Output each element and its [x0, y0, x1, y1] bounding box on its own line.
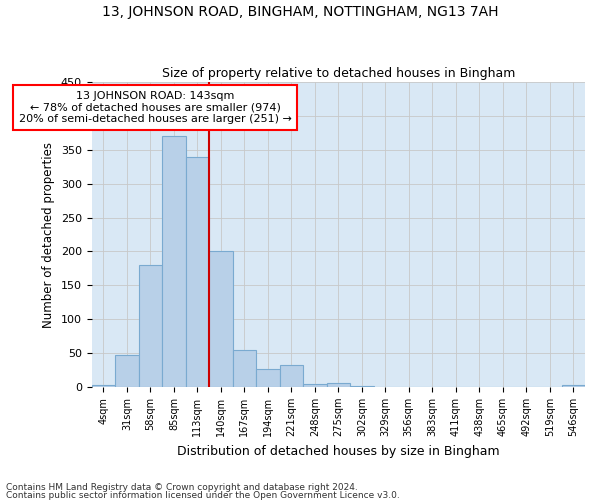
Bar [185, 156, 209, 387]
Bar [326, 383, 350, 387]
Text: 13, JOHNSON ROAD, BINGHAM, NOTTINGHAM, NG13 7AH: 13, JOHNSON ROAD, BINGHAM, NOTTINGHAM, N… [102, 5, 498, 19]
Bar [350, 386, 374, 387]
Bar [256, 370, 280, 387]
Bar [562, 385, 585, 387]
Title: Size of property relative to detached houses in Bingham: Size of property relative to detached ho… [161, 66, 515, 80]
Bar [115, 355, 139, 387]
Bar [280, 364, 303, 387]
Text: Contains public sector information licensed under the Open Government Licence v3: Contains public sector information licen… [6, 490, 400, 500]
Bar [303, 384, 326, 387]
X-axis label: Distribution of detached houses by size in Bingham: Distribution of detached houses by size … [177, 444, 500, 458]
Bar [139, 265, 162, 387]
Bar [233, 350, 256, 387]
Bar [162, 136, 185, 387]
Bar [92, 385, 115, 387]
Text: 13 JOHNSON ROAD: 143sqm
← 78% of detached houses are smaller (974)
20% of semi-d: 13 JOHNSON ROAD: 143sqm ← 78% of detache… [19, 91, 292, 124]
Y-axis label: Number of detached properties: Number of detached properties [42, 142, 55, 328]
Text: Contains HM Land Registry data © Crown copyright and database right 2024.: Contains HM Land Registry data © Crown c… [6, 484, 358, 492]
Bar [209, 252, 233, 387]
